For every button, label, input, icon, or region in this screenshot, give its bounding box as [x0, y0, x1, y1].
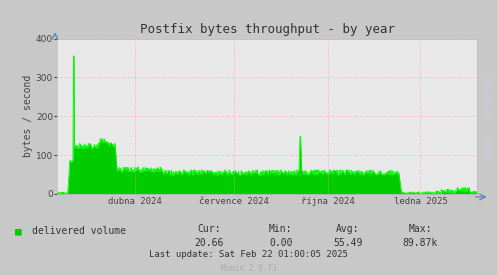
Text: Last update: Sat Feb 22 01:00:05 2025: Last update: Sat Feb 22 01:00:05 2025	[149, 250, 348, 259]
Text: delivered volume: delivered volume	[32, 226, 126, 236]
Text: RRDTOOL / TOBI OETIKER: RRDTOOL / TOBI OETIKER	[486, 74, 491, 157]
Text: Munin 2.0.73: Munin 2.0.73	[221, 265, 276, 273]
Text: 89.87k: 89.87k	[403, 238, 437, 248]
Y-axis label: bytes / second: bytes / second	[23, 75, 33, 157]
Title: Postfix bytes throughput - by year: Postfix bytes throughput - by year	[140, 23, 395, 36]
Text: ■: ■	[15, 226, 22, 236]
Text: 20.66: 20.66	[194, 238, 224, 248]
Text: Min:: Min:	[269, 224, 293, 234]
Text: Avg:: Avg:	[336, 224, 360, 234]
Text: 0.00: 0.00	[269, 238, 293, 248]
Text: 55.49: 55.49	[333, 238, 363, 248]
Text: Cur:: Cur:	[197, 224, 221, 234]
Text: Max:: Max:	[408, 224, 432, 234]
